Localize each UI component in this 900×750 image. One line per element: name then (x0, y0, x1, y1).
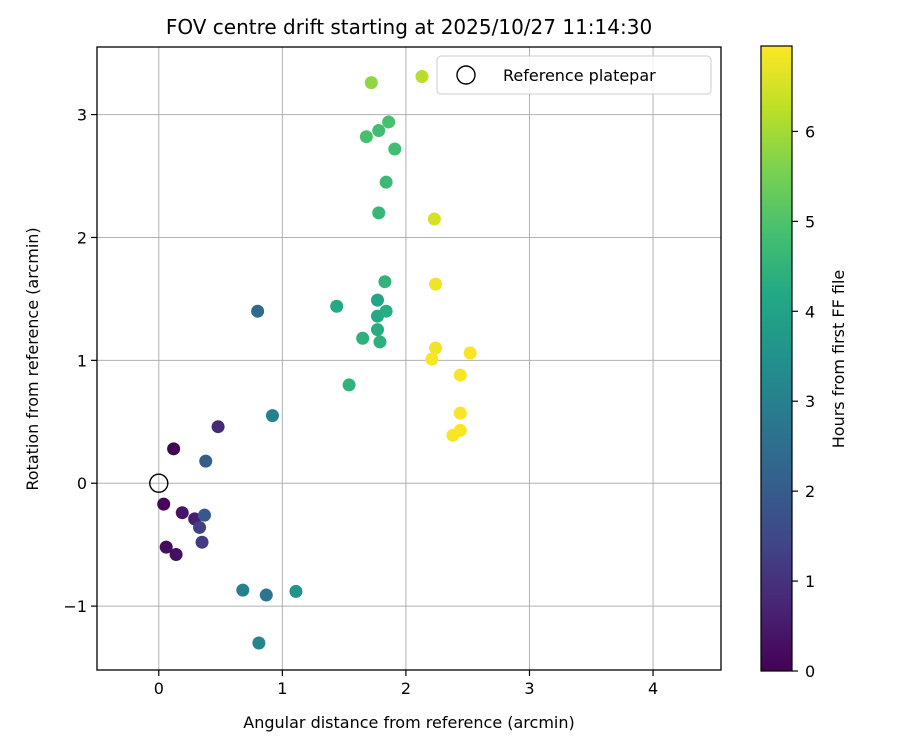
colorbar-label: Hours from first FF file (829, 270, 848, 449)
data-point (429, 341, 443, 355)
reference-marker-group (149, 473, 169, 493)
data-point (175, 506, 189, 520)
colorbar (760, 45, 793, 672)
reference-marker (149, 473, 169, 493)
data-point (388, 142, 402, 156)
data-point (289, 584, 303, 598)
data-point (169, 547, 183, 561)
data-point (195, 535, 209, 549)
data-point (446, 428, 460, 442)
data-point (198, 508, 212, 522)
data-point (199, 454, 213, 468)
data-point (373, 335, 387, 349)
data-point (370, 323, 384, 337)
data-point (379, 175, 393, 189)
colorbar-tick-label: 0 (805, 662, 815, 681)
y-tick-label: 1 (77, 351, 87, 370)
x-tick-label: 1 (277, 679, 287, 698)
data-point (427, 212, 441, 226)
data-point (463, 346, 477, 360)
data-point (453, 368, 467, 382)
y-axis-label: Rotation from reference (arcmin) (23, 227, 42, 490)
x-tick-label: 2 (401, 679, 411, 698)
data-point (370, 293, 384, 307)
data-point (425, 352, 439, 366)
data-point (342, 378, 356, 392)
colorbar-tick-label: 1 (805, 572, 815, 591)
colorbar-tick-label: 5 (805, 212, 815, 231)
x-tick-label: 3 (524, 679, 534, 698)
data-point (379, 304, 393, 318)
data-points (157, 69, 477, 650)
colorbar-tick-label: 4 (805, 302, 815, 321)
data-point (259, 588, 273, 602)
data-point (159, 540, 173, 554)
data-point (372, 206, 386, 220)
data-point (330, 299, 344, 313)
y-axis-ticks: −1 0 1 2 3 (63, 106, 97, 616)
colorbar-tick-label: 2 (805, 482, 815, 501)
legend: Reference platepar (436, 55, 712, 95)
data-point (265, 409, 279, 423)
data-point (236, 583, 250, 597)
data-point (378, 275, 392, 289)
data-point (429, 277, 443, 291)
y-tick-label: 0 (77, 474, 87, 493)
colorbar-ticks: 0 1 2 3 4 5 6 (792, 122, 815, 681)
x-axis-ticks: 0 1 2 3 4 (154, 670, 658, 698)
legend-box (436, 55, 712, 95)
plot-frame (96, 46, 722, 671)
data-point (251, 304, 265, 318)
y-tick-label: −1 (63, 597, 87, 616)
data-point (415, 69, 429, 83)
chart-title: FOV centre drift starting at 2025/10/27 … (166, 15, 652, 39)
data-point (157, 497, 171, 511)
data-point (359, 130, 373, 144)
data-point (252, 636, 266, 650)
grid (97, 47, 721, 670)
data-point (193, 520, 207, 534)
legend-reference-marker (456, 65, 476, 85)
data-point (372, 124, 386, 138)
data-point (356, 331, 370, 345)
data-point (453, 406, 467, 420)
data-point (382, 115, 396, 129)
colorbar-tick-label: 6 (805, 122, 815, 141)
x-tick-label: 0 (154, 679, 164, 698)
colorbar-tick-label: 3 (805, 392, 815, 411)
data-point (211, 420, 225, 434)
data-point (167, 442, 181, 456)
x-axis-label: Angular distance from reference (arcmin) (243, 713, 574, 732)
legend-entry-reference: Reference platepar (503, 66, 656, 85)
data-point (364, 76, 378, 90)
y-tick-label: 3 (77, 106, 87, 125)
x-tick-label: 4 (648, 679, 658, 698)
y-tick-label: 2 (77, 228, 87, 247)
